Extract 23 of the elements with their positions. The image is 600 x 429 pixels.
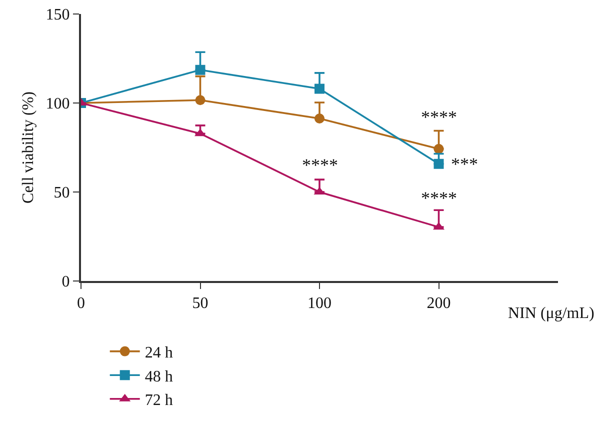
point <box>434 144 444 154</box>
x-tick-label: 50 <box>192 295 208 312</box>
annotation: **** <box>421 188 457 208</box>
point <box>195 95 206 106</box>
legend-label: 48 h <box>144 368 173 386</box>
point <box>314 113 324 124</box>
annotation: *** <box>451 154 478 174</box>
x-tick-label: 0 <box>77 295 85 312</box>
y-tick-label: 150 <box>46 6 70 24</box>
legend-label: 24 h <box>144 344 173 362</box>
legend-label: 72 h <box>144 392 173 410</box>
x-axis-title: NIN (μg/mL) <box>508 305 594 322</box>
annotation: **** <box>302 155 338 175</box>
y-tick-label: 50 <box>54 184 70 202</box>
point <box>314 84 324 94</box>
x-tick-label: 100 <box>308 295 332 312</box>
x-tick-label: 200 <box>426 295 451 312</box>
annotation: **** <box>421 107 457 127</box>
point <box>434 158 444 169</box>
y-axis-title: Cell viability (%) <box>20 92 38 204</box>
y-tick-label: 0 <box>62 274 70 291</box>
y-tick-label: 100 <box>46 96 70 113</box>
point <box>195 64 206 75</box>
